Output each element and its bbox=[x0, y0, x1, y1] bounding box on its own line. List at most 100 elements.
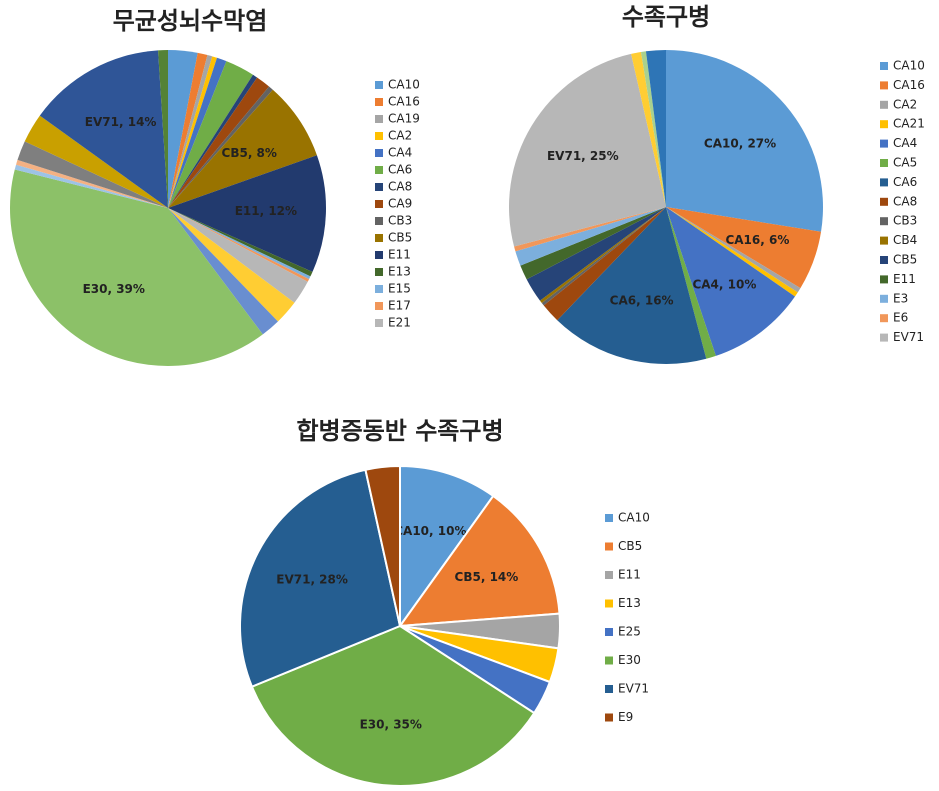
legend-swatch bbox=[605, 599, 613, 608]
legend-label: CA8 bbox=[893, 194, 917, 208]
legend-swatch bbox=[605, 571, 613, 579]
pie-slice bbox=[16, 159, 168, 208]
pie-slice bbox=[17, 141, 168, 208]
legend-label: CB4 bbox=[893, 233, 917, 247]
pie-slice bbox=[526, 207, 666, 301]
legend-swatch bbox=[605, 542, 613, 551]
data-label: EV71, 25% bbox=[547, 149, 619, 163]
pie-slice bbox=[168, 208, 310, 282]
legend-swatch bbox=[605, 685, 613, 693]
legend-label: E11 bbox=[618, 568, 641, 582]
legend-swatch bbox=[880, 333, 888, 342]
pie-slice bbox=[168, 208, 313, 277]
legend-label: E21 bbox=[388, 316, 411, 330]
legend-label: EV71 bbox=[618, 682, 649, 696]
pie-slice bbox=[640, 51, 666, 207]
pie-slice bbox=[168, 208, 278, 335]
data-label: CA6, 16% bbox=[610, 294, 674, 308]
data-label: CA10, 10% bbox=[394, 524, 466, 538]
legend-label: E13 bbox=[618, 596, 641, 610]
legend-label: CA4 bbox=[893, 136, 917, 150]
pie-slice bbox=[39, 50, 169, 208]
pie-slice bbox=[24, 115, 168, 208]
pie-slice bbox=[168, 52, 208, 208]
data-label: E11, 12% bbox=[235, 204, 297, 218]
legend-swatch bbox=[375, 251, 383, 259]
legend-label: CA8 bbox=[388, 180, 412, 194]
pie-slice bbox=[666, 207, 798, 297]
legend-label: CA10 bbox=[618, 511, 650, 525]
legend-label: CA2 bbox=[388, 129, 412, 143]
pie-slice bbox=[239, 468, 402, 688]
data-label: CB5, 14% bbox=[455, 570, 519, 584]
pie-slice bbox=[364, 464, 401, 627]
legend-swatch bbox=[880, 236, 888, 245]
legend-swatch bbox=[880, 159, 888, 167]
legend-label: CA9 bbox=[388, 197, 412, 211]
legend-label: EV71 bbox=[893, 330, 924, 344]
legend-label: CA10 bbox=[388, 78, 420, 92]
legend-swatch bbox=[605, 656, 613, 665]
legend-label: E6 bbox=[893, 311, 908, 325]
legend-label: CB5 bbox=[893, 253, 917, 267]
legend-swatch bbox=[880, 314, 888, 323]
legend-label: CB5 bbox=[618, 539, 642, 553]
pie-slice bbox=[168, 55, 213, 208]
legend-label: CA6 bbox=[388, 163, 412, 177]
legend-label: E3 bbox=[893, 291, 908, 305]
pie-slice bbox=[168, 61, 253, 208]
pie-slice bbox=[557, 207, 707, 364]
pie-slice bbox=[509, 53, 666, 247]
pie-slice bbox=[666, 50, 823, 232]
pie-slice bbox=[543, 207, 666, 321]
legend-swatch bbox=[605, 628, 613, 636]
pie-slice bbox=[9, 169, 263, 366]
legend-label: E11 bbox=[388, 248, 411, 262]
legend-swatch bbox=[375, 302, 383, 310]
pie-slice bbox=[168, 57, 227, 208]
pie-slice bbox=[168, 86, 273, 208]
legend-label: E9 bbox=[618, 710, 633, 724]
legend-swatch bbox=[880, 100, 888, 109]
legend-swatch bbox=[880, 178, 888, 187]
legend-label: CA19 bbox=[388, 112, 420, 126]
pie-slice bbox=[168, 208, 308, 303]
data-label: CA10, 27% bbox=[704, 136, 776, 150]
chart-title: 무균성뇌수막염 bbox=[113, 7, 268, 35]
legend-label: CA2 bbox=[893, 97, 917, 111]
legend-swatch bbox=[375, 217, 383, 225]
data-label: CA16, 6% bbox=[725, 233, 789, 247]
legend-swatch bbox=[375, 319, 383, 327]
legend-label: CA6 bbox=[893, 175, 917, 189]
data-label: CB5, 8% bbox=[222, 146, 277, 160]
legend-swatch bbox=[375, 268, 383, 276]
data-label: E30, 35% bbox=[360, 717, 422, 731]
legend-swatch bbox=[880, 139, 888, 148]
legend-swatch bbox=[375, 81, 383, 89]
legend-label: E30 bbox=[618, 653, 641, 667]
pie-slice bbox=[168, 208, 295, 322]
legend-swatch bbox=[880, 217, 888, 226]
legend-label: CA4 bbox=[388, 146, 412, 160]
pie-slice bbox=[158, 50, 168, 208]
legend-label: E11 bbox=[893, 272, 916, 286]
legend-swatch bbox=[375, 98, 383, 106]
pie-slice bbox=[631, 52, 666, 208]
legend-label: CA5 bbox=[893, 156, 917, 170]
pie-slice bbox=[666, 207, 795, 356]
pie-slice bbox=[168, 74, 258, 209]
legend-label: E15 bbox=[388, 282, 411, 296]
pie-slice bbox=[515, 207, 666, 266]
legend-swatch bbox=[880, 120, 888, 129]
legend-swatch bbox=[880, 294, 888, 303]
legend-swatch bbox=[375, 132, 383, 140]
pie-slice bbox=[541, 207, 666, 306]
pie-slice bbox=[666, 207, 801, 293]
pie-slice bbox=[397, 494, 561, 628]
pie-slice bbox=[514, 207, 666, 252]
legend-swatch bbox=[375, 234, 383, 242]
legend-swatch bbox=[880, 81, 888, 90]
legend-label: CB3 bbox=[388, 214, 412, 228]
legend-label: CB5 bbox=[388, 231, 412, 245]
legend-swatch bbox=[375, 285, 383, 293]
